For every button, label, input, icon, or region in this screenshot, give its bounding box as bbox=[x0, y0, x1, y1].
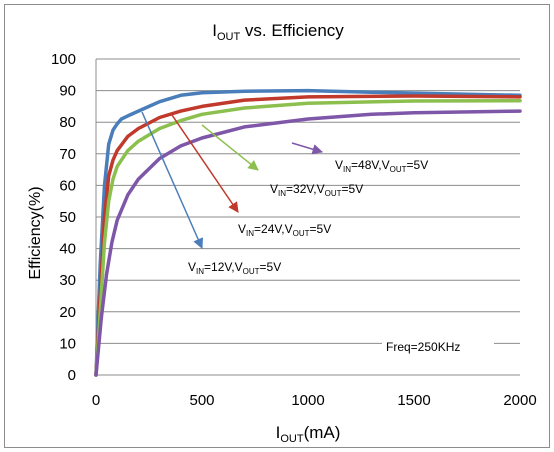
y-tick-label: 60 bbox=[59, 177, 76, 194]
x-tick-label: 2000 bbox=[503, 392, 536, 409]
y-tick-label: 50 bbox=[59, 209, 76, 226]
y-tick-label: 70 bbox=[59, 146, 76, 163]
series-line-2 bbox=[94, 98, 522, 377]
annotation-32v: VIN=32V,VOUT=5V bbox=[270, 182, 363, 198]
y-tick-label: 0 bbox=[68, 367, 76, 384]
annotation-24v: VIN=24V,VOUT=5V bbox=[238, 222, 331, 238]
x-tick-label: 1000 bbox=[291, 392, 324, 409]
annotation-arrow-24v bbox=[171, 114, 239, 213]
axes bbox=[95, 59, 520, 376]
x-axis-label: IOUT(mA) bbox=[276, 423, 341, 445]
y-tick-label: 20 bbox=[59, 304, 76, 321]
series-line-1 bbox=[94, 94, 522, 377]
y-tick-label: 80 bbox=[59, 114, 76, 131]
frequency-note-box bbox=[382, 336, 494, 358]
x-tick-label: 500 bbox=[189, 392, 214, 409]
y-tick-label: 30 bbox=[59, 272, 76, 289]
y-tick-label: 40 bbox=[59, 241, 76, 258]
annotation-12v: VIN=12V,VOUT=5V bbox=[188, 260, 281, 276]
x-tick-labels: 0 500 1000 1500 2000 bbox=[92, 392, 537, 409]
annotation-48v: VIN=48V,VOUT=5V bbox=[335, 158, 428, 174]
series-line-3 bbox=[94, 109, 522, 377]
y-tick-labels: 0 10 20 30 40 50 60 70 80 90 100 bbox=[51, 51, 76, 384]
x-tick-label: 0 bbox=[92, 392, 100, 409]
annotation-arrow-48v bbox=[291, 142, 324, 155]
frequency-note: Freq=250KHz bbox=[386, 340, 460, 354]
x-tick-label: 1500 bbox=[397, 392, 430, 409]
series-lines bbox=[94, 88, 522, 377]
y-tick-label: 10 bbox=[59, 335, 76, 352]
y-tick-label: 90 bbox=[59, 83, 76, 100]
annotation-arrow-32v bbox=[201, 124, 259, 171]
chart-title: IOUT vs. Efficiency bbox=[212, 21, 344, 43]
series-line-0 bbox=[94, 88, 522, 377]
y-tick-label: 100 bbox=[51, 51, 76, 68]
y-axis-label: Efficiency(%) bbox=[27, 186, 44, 279]
annotation-arrow-12v bbox=[141, 111, 203, 249]
